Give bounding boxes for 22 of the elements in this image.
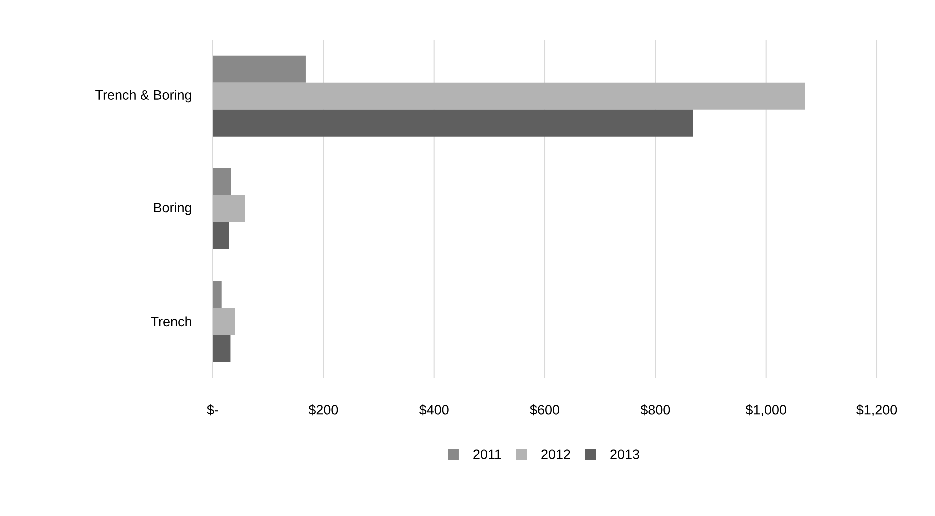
bar [213,335,231,362]
bar [213,222,230,250]
x-tick-label: $1,200 [856,404,898,416]
bar [213,281,222,308]
legend-label: 2013 [610,450,640,460]
bar [213,56,306,83]
y-tick-label: Trench [151,316,192,327]
legend-label: 2011 [474,450,502,460]
x-tick-label: $- [207,404,218,416]
bar [213,308,236,336]
x-tick-label: $1,000 [746,404,786,416]
bar [213,110,694,137]
y-tick-label: Trench & Boring [96,90,192,103]
bar [213,82,806,110]
y-tick-label: Boring [154,202,192,216]
x-tick-label: $800 [640,404,670,416]
x-tick-label: $200 [308,404,338,416]
x-tick-label: $400 [419,404,449,416]
bar [213,195,246,222]
legend-label: 2012 [542,450,570,460]
bar [213,168,232,196]
x-tick-label: $600 [530,404,560,416]
